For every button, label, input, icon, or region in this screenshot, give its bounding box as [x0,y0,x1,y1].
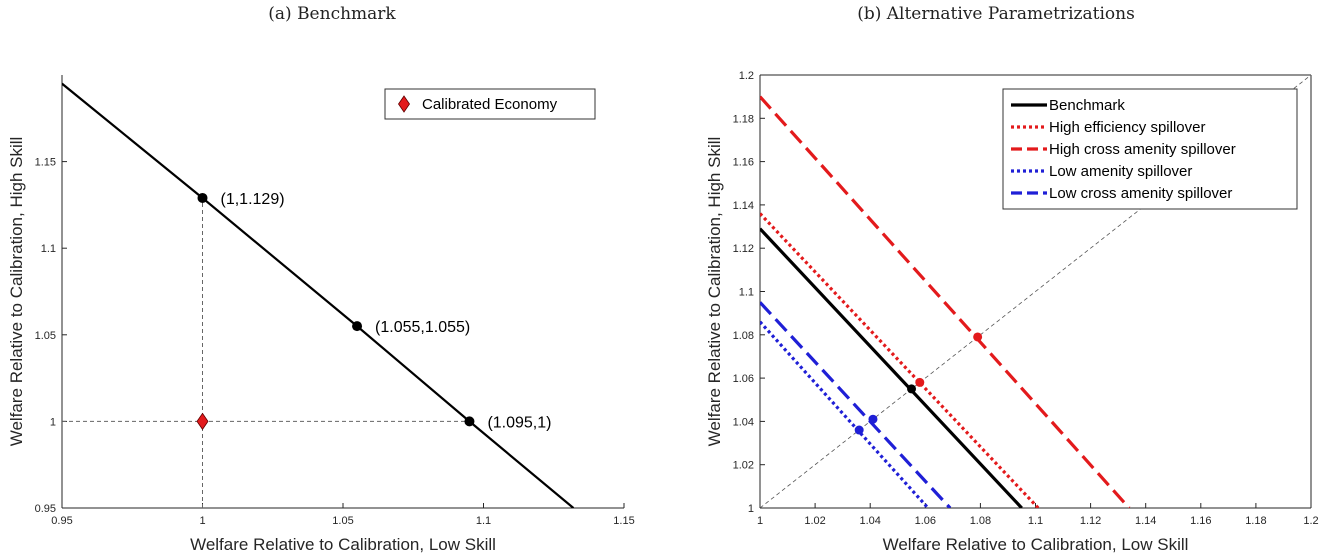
x-tick-label-a: 1.15 [613,515,634,527]
point-annotation: (1.095,1) [487,414,551,431]
legend-label-1: High efficiency spillover [1049,119,1205,136]
panel-b-title: (b) Alternative Parametrizations [857,4,1135,24]
plot-area-a [62,82,575,508]
x-tick-label-b: 1.2 [1303,515,1318,527]
y-tick-label-b: 1.02 [733,460,754,472]
series-line-2 [760,95,1131,508]
y-axis-label-b: Welfare Relative to Calibration, High Sk… [705,137,724,447]
x-tick-label-a: 0.95 [51,515,72,527]
series-line-1 [760,212,1040,508]
x-tick-label-b: 1 [757,515,763,527]
y-tick-label-a: 1.1 [41,243,56,255]
x-axis-label-a: Welfare Relative to Calibration, Low Ski… [190,535,496,554]
series-line-4 [760,301,952,508]
y-tick-label-b: 1.04 [733,416,754,428]
x-tick-label-b: 1.02 [804,515,825,527]
legend-label: Calibrated Economy [422,96,558,113]
series-point-1 [915,377,925,387]
point-annotation: (1.055,1.055) [375,319,470,336]
data-point [197,192,208,203]
series-line-0 [760,227,1023,508]
x-tick-label-b: 1.04 [859,515,880,527]
series-point-3 [854,425,864,435]
y-tick-label-b: 1.16 [733,157,754,169]
legend-box-a [384,88,596,120]
legend-label-3: Low amenity spillover [1049,163,1192,180]
x-tick-label-b: 1.16 [1190,515,1211,527]
y-tick-label-b: 1.18 [733,113,754,125]
y-tick-label-a: 1.15 [35,157,56,169]
y-tick-label-b: 1.08 [733,330,754,342]
legend-label-0: Benchmark [1049,97,1125,114]
legend-b: Benchmark High efficiency spillover High c… [1002,88,1298,210]
y-tick-label-a: 1.05 [35,330,56,342]
data-point [352,321,363,332]
chart-panel-b: 1 1.02 1.04 1.06 1.08 1.1 1.12 1.14 1.16 1.18 1.2 1… [705,70,1319,554]
point-annotation: (1,1.129) [221,191,285,208]
legend-box-b [1002,88,1298,210]
panel-a-title: (a) Benchmark [268,4,396,24]
x-tick-label-b: 1.14 [1135,515,1156,527]
x-tick-label-a: 1.1 [476,515,491,527]
y-tick-label-b: 1.12 [733,243,754,255]
x-tick-label-b: 1.06 [915,515,936,527]
x-tick-label-b: 1.08 [970,515,991,527]
x-tick-label-a: 1 [199,515,205,527]
series-line-3 [760,320,930,508]
series-point-4 [868,414,878,424]
legend-label-4: Low cross amenity spillover [1049,185,1232,202]
legend-a: Calibrated Economy [384,88,596,120]
legend-diamond-icon [398,95,410,113]
y-tick-label-b: 1.1 [739,287,754,299]
series-point-2 [973,332,983,342]
y-tick-label-b: 1.14 [733,200,754,212]
y-tick-label-a: 0.95 [35,503,56,515]
x-tick-label-b: 1.1 [1028,515,1043,527]
y-tick-label-a: 1 [50,416,56,428]
y-tick-label-b: 1.2 [739,70,754,82]
legend-label-2: High cross amenity spillover [1049,141,1236,158]
y-axis-label-a: Welfare Relative to Calibration, High Sk… [7,137,26,447]
y-tick-label-b: 1.06 [733,373,754,385]
chart-panel-a: 0.95 1 1.05 1.1 1.15 0.95 1 1.05 1.1 1.15 Welfare … [7,75,635,554]
data-point [464,416,475,427]
x-tick-label-b: 1.18 [1245,515,1266,527]
series-point-0 [907,384,917,394]
x-tick-label-b: 1.12 [1080,515,1101,527]
frontier-line [62,82,575,508]
x-tick-label-a: 1.05 [332,515,353,527]
y-tick-label-b: 1 [748,503,754,515]
plot-area-b [760,75,1311,508]
x-axis-label-b: Welfare Relative to Calibration, Low Ski… [883,535,1189,554]
calibrated-economy-marker [196,412,209,431]
